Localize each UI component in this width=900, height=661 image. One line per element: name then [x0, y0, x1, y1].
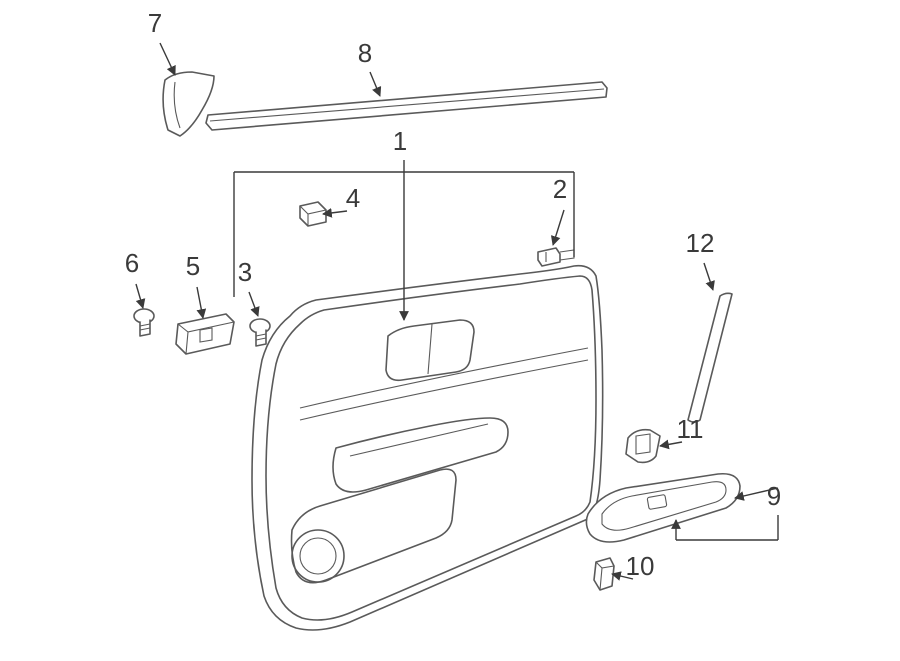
leader-2 — [553, 210, 564, 245]
callout-5: 5 — [186, 251, 200, 281]
callout-3: 3 — [238, 257, 252, 287]
part-corner-trim — [163, 72, 214, 136]
part-door-trim-panel — [252, 266, 603, 630]
part-trim-panel-clip — [300, 202, 326, 226]
part-trim-panel-bolt — [250, 319, 270, 346]
leader-6 — [136, 284, 143, 308]
part-pillar-trim — [688, 293, 732, 422]
callout-1: 1 — [393, 126, 407, 156]
leader-12 — [704, 263, 713, 290]
part-switch-bezel — [586, 474, 740, 542]
callout-7: 7 — [148, 8, 162, 38]
leader-5 — [197, 287, 203, 318]
part-bezel-clip — [594, 558, 614, 590]
callout-11: 11 — [677, 414, 704, 444]
callout-2: 2 — [553, 174, 567, 204]
leader-7 — [160, 43, 175, 75]
callout-10: 10 — [626, 551, 655, 581]
part-bracket-bolt — [134, 309, 154, 336]
part-trim-panel-screw — [538, 248, 574, 266]
callout-4: 4 — [346, 183, 360, 213]
part-trim-panel-bracket — [176, 314, 234, 354]
parts-diagram: 123456789101112 — [0, 0, 900, 661]
callout-9: 9 — [767, 481, 781, 511]
leader-3 — [249, 292, 258, 316]
part-handle-bezel — [626, 430, 660, 463]
callout-12: 12 — [686, 228, 715, 258]
leader-8 — [370, 72, 380, 96]
callout-8: 8 — [358, 38, 372, 68]
callout-6: 6 — [125, 248, 139, 278]
part-belt-weatherstrip — [206, 82, 607, 130]
